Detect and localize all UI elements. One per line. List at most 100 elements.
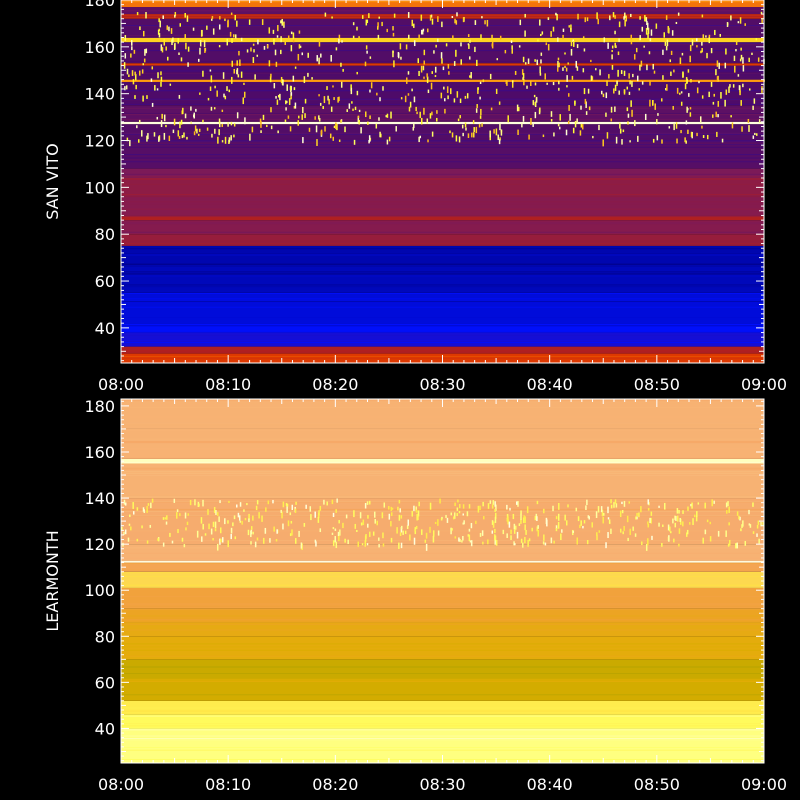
learmonth-band-texture (121, 441, 764, 443)
san-vito-burst-speck (431, 131, 434, 137)
learmonth-burst-speck (534, 516, 537, 521)
san-vito-burst-speck (476, 104, 478, 108)
learmonth-burst-speck (658, 505, 660, 508)
san-vito-burst-speck (757, 57, 760, 62)
san-vito-burst-speck (522, 115, 525, 122)
san-vito-burst-speck (752, 135, 755, 139)
san-vito-burst-speck (490, 107, 493, 111)
san-vito-y-tick-label: 60 (95, 272, 115, 291)
learmonth-burst-speck (338, 534, 340, 542)
san-vito-burst-speck (627, 121, 629, 125)
san-vito-burst-speck (614, 84, 617, 91)
learmonth-burst-speck (230, 527, 233, 534)
learmonth-burst-speck (319, 528, 322, 533)
san-vito-band-texture (121, 118, 764, 120)
san-vito-burst-speck (702, 135, 705, 138)
san-vito-burst-speck (285, 107, 287, 111)
san-vito-burst-speck (406, 77, 408, 84)
san-vito-burst-speck (681, 52, 684, 56)
san-vito-burst-speck (252, 57, 255, 64)
san-vito-burst-speck (285, 100, 287, 105)
learmonth-burst-speck (542, 541, 545, 545)
san-vito-burst-speck (367, 121, 369, 125)
san-vito-burst-speck (496, 58, 499, 61)
san-vito-burst-speck (592, 135, 594, 139)
san-vito-burst-speck (423, 107, 425, 115)
san-vito-burst-speck (408, 106, 411, 112)
san-vito-burst-speck (390, 111, 392, 119)
learmonth-burst-speck (309, 506, 312, 512)
san-vito-burst-speck (550, 111, 553, 117)
san-vito-burst-speck (721, 138, 724, 143)
san-vito-band-texture (121, 72, 764, 74)
san-vito-burst-speck (142, 95, 144, 102)
san-vito-burst-speck (328, 98, 330, 105)
san-vito-burst-speck (544, 73, 546, 80)
san-vito-burst-speck (193, 112, 196, 119)
learmonth-burst-speck (396, 527, 398, 534)
san-vito-burst-speck (616, 80, 618, 84)
learmonth-burst-speck (524, 536, 526, 544)
learmonth-burst-speck (353, 510, 355, 518)
san-vito-burst-speck (231, 38, 233, 43)
san-vito-burst-speck (316, 139, 318, 146)
learmonth-burst-speck (595, 511, 598, 518)
learmonth-burst-speck (151, 498, 154, 503)
san-vito-burst-speck (318, 39, 321, 47)
san-vito-burst-speck (260, 121, 262, 128)
san-vito-burst-speck (426, 73, 428, 78)
learmonth-band-texture (121, 472, 764, 474)
san-vito-burst-speck (283, 22, 285, 26)
san-vito-burst-speck (427, 89, 430, 94)
san-vito-burst-speck (227, 19, 229, 27)
learmonth-burst-speck (382, 532, 384, 539)
san-vito-burst-speck (365, 45, 368, 50)
learmonth-burst-speck (129, 514, 131, 518)
learmonth-burst-speck (243, 509, 245, 512)
san-vito-y-axis-label: SAN VITO (43, 143, 62, 219)
san-vito-burst-speck (256, 54, 259, 57)
san-vito-burst-speck (186, 136, 188, 140)
san-vito-burst-speck (583, 88, 586, 95)
san-vito-burst-speck (550, 31, 552, 37)
learmonth-burst-speck (415, 506, 417, 512)
san-vito-burst-speck (377, 22, 379, 28)
san-vito-y-tick-label: 180 (84, 0, 115, 10)
san-vito-burst-speck (426, 76, 429, 84)
san-vito-burst-speck (534, 82, 537, 86)
san-vito-burst-speck (532, 100, 535, 106)
san-vito-burst-speck (198, 58, 200, 62)
learmonth-burst-speck (390, 537, 393, 543)
learmonth-burst-speck (413, 505, 415, 512)
san-vito-burst-speck (263, 45, 266, 50)
san-vito-burst-speck (236, 112, 239, 119)
learmonth-burst-speck (252, 531, 254, 535)
san-vito-burst-speck (276, 35, 279, 38)
san-vito-burst-speck (231, 76, 233, 84)
san-vito-burst-speck (457, 118, 460, 122)
learmonth-burst-speck (647, 499, 649, 505)
learmonth-burst-speck (610, 499, 612, 504)
san-vito-burst-speck (584, 98, 587, 105)
san-vito-burst-speck (614, 30, 616, 35)
san-vito-burst-speck (335, 122, 337, 130)
learmonth-burst-speck (728, 522, 730, 526)
san-vito-burst-speck (572, 39, 575, 42)
learmonth-burst-speck (434, 521, 437, 525)
san-vito-burst-speck (582, 36, 585, 40)
san-vito-band-texture (121, 161, 764, 163)
san-vito-burst-speck (708, 36, 711, 44)
san-vito-burst-speck (511, 48, 513, 54)
san-vito-burst-speck (530, 118, 532, 125)
learmonth-burst-speck (727, 543, 730, 547)
san-vito-burst-speck (352, 35, 355, 39)
san-vito-burst-speck (178, 94, 181, 99)
learmonth-burst-speck (647, 523, 650, 528)
san-vito-burst-speck (356, 71, 358, 75)
san-vito-burst-speck (301, 114, 303, 120)
learmonth-x-tick-label: 08:10 (205, 775, 251, 794)
learmonth-burst-speck (650, 517, 652, 524)
learmonth-burst-speck (294, 508, 297, 513)
san-vito-band-texture (121, 133, 764, 135)
san-vito-burst-speck (545, 42, 548, 46)
